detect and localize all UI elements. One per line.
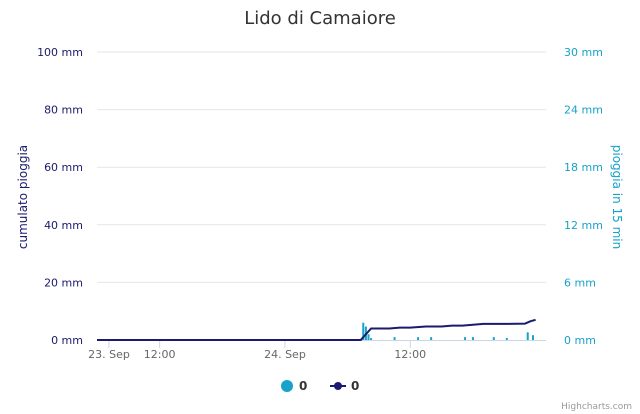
left-tick-label: 0 mm (51, 334, 83, 347)
right-axis-title: pioggia in 15 min (610, 145, 624, 250)
right-tick-label: 30 mm (564, 46, 603, 59)
column-bar (531, 335, 534, 340)
x-tick-label: 12:00 (394, 348, 426, 361)
column-bar (362, 322, 365, 340)
left-axis-ticks: 0 mm 20 mm 40 mm 60 mm 80 mm 100 mm (37, 46, 83, 347)
left-axis-title: cumulato pioggia (16, 145, 30, 249)
right-tick-label: 24 mm (564, 104, 603, 117)
legend-column-marker (281, 380, 293, 392)
column-bar (505, 338, 508, 340)
left-tick-label: 60 mm (44, 161, 83, 174)
right-tick-label: 6 mm (564, 276, 596, 289)
left-tick-label: 100 mm (37, 46, 83, 59)
right-tick-label: 18 mm (564, 161, 603, 174)
column-bar (430, 337, 433, 340)
cumulative-line (97, 318, 536, 341)
column-bar (367, 334, 370, 340)
legend-line-marker (334, 382, 342, 390)
x-tick-label: 12:00 (144, 348, 176, 361)
chart-title: Lido di Camaiore (244, 8, 396, 29)
column-bar (393, 337, 396, 340)
legend-item-line[interactable]: 0 (330, 379, 359, 393)
left-tick-label: 20 mm (44, 276, 83, 289)
column-bar (417, 337, 420, 340)
column-bar (464, 337, 467, 340)
left-tick-label: 80 mm (44, 104, 83, 117)
right-tick-label: 12 mm (564, 219, 603, 232)
column-bar (526, 332, 529, 340)
x-tick-label: 23. Sep (88, 348, 130, 361)
legend-item-column[interactable]: 0 (281, 379, 307, 393)
x-tick-label: 24. Sep (264, 348, 306, 361)
legend: 0 0 (281, 379, 359, 393)
legend-column-label: 0 (299, 379, 307, 393)
column-bar (471, 337, 474, 340)
right-tick-label: 0 mm (564, 334, 596, 347)
column-bar (492, 337, 495, 340)
credits-link[interactable]: Highcharts.com (561, 402, 632, 412)
gridlines (97, 51, 546, 283)
left-tick-label: 40 mm (44, 219, 83, 232)
right-axis-ticks: 0 mm 6 mm 12 mm 18 mm 24 mm 30 mm (564, 46, 603, 347)
x-axis-ticks: 23. Sep 12:00 24. Sep 12:00 (88, 340, 426, 361)
legend-line-label: 0 (351, 379, 359, 393)
column-bar (370, 338, 373, 340)
